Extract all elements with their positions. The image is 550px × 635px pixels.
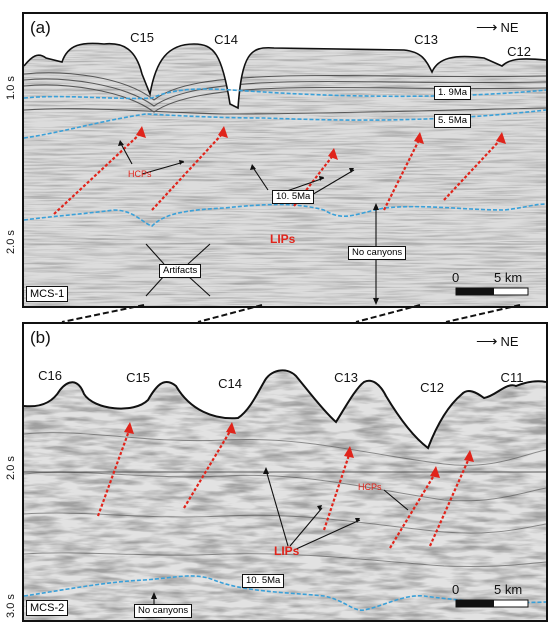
- line-name-mcs-1: MCS-1: [26, 286, 69, 302]
- lips-label-b: LIPs: [274, 544, 300, 558]
- arrow-right-icon: ⟶: [476, 19, 498, 36]
- canyon-label-c14-a: C14: [214, 32, 238, 47]
- canyon-label-c12-a: C12: [507, 44, 531, 59]
- hcps-label-b: HCPs: [358, 482, 382, 492]
- arrow-right-icon: ⟶: [476, 333, 498, 350]
- y-tick-2-0s-b: 2.0 s: [5, 456, 17, 480]
- canyon-label-c14-b: C14: [218, 376, 242, 391]
- no-canyons-label-b: No canyons: [134, 604, 193, 618]
- canyon-label-c13-a: C13: [414, 32, 438, 47]
- panel-b-label: (b): [28, 328, 53, 347]
- ne-indicator-b: ⟶ NE: [476, 332, 519, 350]
- canyon-label-c13-b: C13: [334, 370, 358, 385]
- horizon-label-1-9ma: 1. 9Ma: [434, 86, 472, 100]
- canyon-label-c15-b: C15: [126, 370, 150, 385]
- seismic-image-a: [24, 14, 546, 306]
- ne-indicator-a: ⟶ NE: [476, 18, 519, 36]
- y-tick-3-0s: 3.0 s: [5, 594, 17, 618]
- scale-start-b: 0: [452, 582, 460, 597]
- y-tick-1-0s: 1.0 s: [5, 76, 17, 100]
- y-tick-2-0s-a: 2.0 s: [5, 230, 17, 254]
- seismic-image-b: [24, 324, 546, 620]
- horizon-label-5-5ma: 5. 5Ma: [434, 114, 472, 128]
- hcp-arrows-b: [96, 427, 472, 549]
- hcps-label-a: HCPs: [128, 169, 152, 179]
- scale-end-b: 5 km: [494, 582, 523, 597]
- no-canyons-label-a: No canyons: [348, 246, 407, 260]
- canyon-label-c12-b: C12: [420, 380, 444, 395]
- canyon-label-c11: C11: [500, 370, 524, 385]
- lips-label-a: LIPs: [270, 232, 296, 246]
- panel-a-label: (a): [28, 18, 53, 37]
- ne-label-b: NE: [500, 334, 519, 349]
- line-name-mcs-2: MCS-2: [26, 600, 69, 616]
- horizon-label-10-5ma-a: 10. 5Ma: [272, 190, 315, 204]
- scale-start-a: 0: [452, 270, 460, 285]
- ne-label-a: NE: [500, 20, 519, 35]
- seismic-panel-b: (b) ⟶ NE C16 C15 C14 C13 C12 C11 HCPs LIP…: [22, 322, 548, 622]
- canyon-label-c16: C16: [38, 368, 62, 383]
- horizon-label-10-5ma-b: 10. 5Ma: [242, 574, 285, 588]
- artifacts-label: Artifacts: [159, 264, 202, 278]
- canyon-label-c15-a: C15: [130, 30, 154, 45]
- scale-end-a: 5 km: [494, 270, 523, 285]
- seismic-panel-a: (a) ⟶ NE C15 C14 C13 C12 1. 9Ma 5. 5Ma 10…: [22, 12, 548, 308]
